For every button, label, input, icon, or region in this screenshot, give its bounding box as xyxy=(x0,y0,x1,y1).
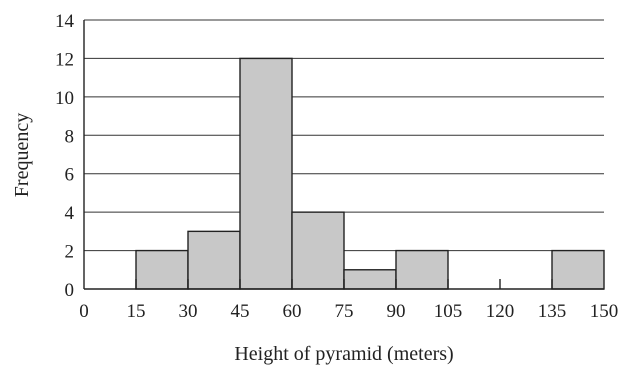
bar-45-60 xyxy=(239,57,293,290)
bar-75-90 xyxy=(343,269,397,290)
x-tick-label: 60 xyxy=(283,301,302,322)
y-tick-label: 10 xyxy=(55,88,74,109)
x-tick-label: 135 xyxy=(538,301,567,322)
y-tick-label: 0 xyxy=(65,280,75,301)
y-axis-title: Frequency xyxy=(11,113,33,197)
x-tick-label: 90 xyxy=(387,301,406,322)
x-tick-labels: 0 15 30 45 60 75 90 105 120 135 150 xyxy=(79,301,618,322)
x-tick-label: 120 xyxy=(486,301,515,322)
bar-90-105 xyxy=(395,249,449,290)
x-tick-label: 0 xyxy=(79,301,89,322)
x-tick-label: 30 xyxy=(179,301,198,322)
bars xyxy=(135,57,605,290)
bar-15-30 xyxy=(135,249,189,290)
x-ticks xyxy=(135,279,553,289)
y-tick-label: 4 xyxy=(65,203,75,224)
y-tick-labels: 0 2 4 6 8 10 12 14 xyxy=(55,11,75,301)
x-tick-label: 15 xyxy=(127,301,146,322)
y-tick-label: 14 xyxy=(55,11,75,32)
x-tick-label: 45 xyxy=(231,301,250,322)
x-axis-title: Height of pyramid (meters) xyxy=(234,343,453,365)
bar-135-150 xyxy=(551,249,605,290)
y-tick-label: 6 xyxy=(65,165,75,186)
x-tick-label: 105 xyxy=(434,301,463,322)
x-tick-label: 75 xyxy=(335,301,354,322)
bar-60-75 xyxy=(291,211,345,290)
y-tick-label: 2 xyxy=(65,242,75,263)
y-tick-label: 12 xyxy=(55,49,74,70)
y-tick-label: 8 xyxy=(65,126,75,147)
gridlines xyxy=(84,19,604,252)
bar-30-45 xyxy=(187,230,241,290)
x-tick-label: 150 xyxy=(590,301,619,322)
